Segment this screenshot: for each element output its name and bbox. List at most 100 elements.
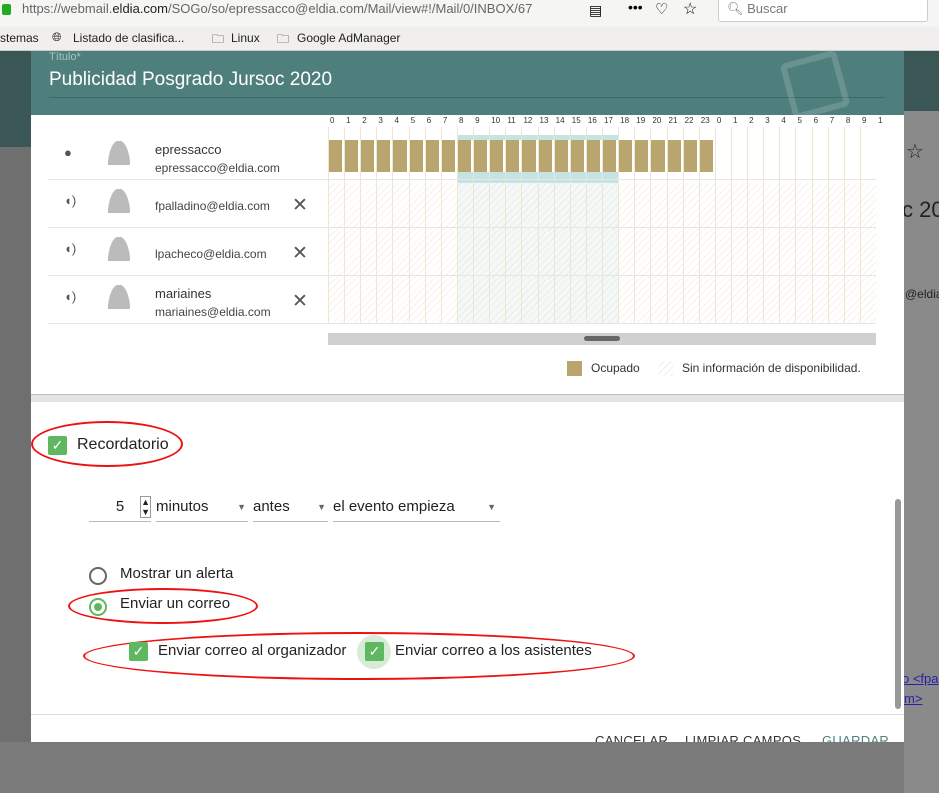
hour-column xyxy=(666,127,668,323)
calendar-watermark-icon xyxy=(779,51,851,121)
hour-label: 1 xyxy=(878,116,883,125)
hour-column xyxy=(763,127,765,323)
quantity-stepper[interactable]: 5 ▲ ▼ xyxy=(89,496,151,522)
send-mail-label: Enviar un correo xyxy=(120,595,231,612)
reference-select[interactable]: el evento empieza ▼ xyxy=(333,496,500,522)
send-mail-radio[interactable] xyxy=(89,598,107,616)
busy-block xyxy=(328,140,345,172)
unknown-availability xyxy=(328,279,876,323)
title-input[interactable]: Publicidad Posgrado Jursoc 2020 xyxy=(49,69,885,98)
remove-attendee-icon[interactable]: ✕ xyxy=(292,291,308,312)
bookmark[interactable]: Listado de clasifica... xyxy=(73,31,185,45)
remove-attendee-icon[interactable]: ✕ xyxy=(292,195,308,216)
hour-column xyxy=(521,127,523,323)
bookmarks-bar: stemas 🌐︎ Listado de clasifica... 🗀 Linu… xyxy=(0,27,939,51)
hour-label: 20 xyxy=(652,116,662,125)
dialog-scrollbar[interactable] xyxy=(895,499,901,709)
reset-button[interactable]: LIMPIAR CAMPOS xyxy=(685,733,802,742)
attendee-role-icon: ◖) xyxy=(64,193,77,208)
hour-label: 10 xyxy=(491,116,501,125)
show-alert-radio[interactable] xyxy=(89,567,107,585)
annotation-ellipse xyxy=(83,632,635,680)
grid-scrollbar[interactable] xyxy=(328,333,876,345)
hour-label: 12 xyxy=(523,116,533,125)
avatar-icon xyxy=(108,237,130,261)
busy-block xyxy=(408,140,425,172)
busy-block xyxy=(360,140,377,172)
hour-column xyxy=(408,127,410,323)
hour-label: 19 xyxy=(636,116,646,125)
quantity-value: 5 xyxy=(115,498,125,515)
event-dialog: Título* Publicidad Posgrado Jursoc 2020 … xyxy=(31,51,904,742)
busy-block xyxy=(473,140,490,172)
hour-label: 11 xyxy=(507,116,516,125)
busy-block xyxy=(392,140,409,172)
background-link: o <fpa xyxy=(902,671,939,686)
search-input[interactable]: 🔍︎ Buscar xyxy=(718,0,928,22)
relation-select[interactable]: antes ▼ xyxy=(253,496,328,522)
unit-value: minutos xyxy=(156,498,209,515)
busy-block xyxy=(650,140,667,172)
mail-organizer-label: Enviar correo al organizador xyxy=(158,642,347,659)
mail-attendees-checkbox[interactable]: ✓ xyxy=(365,642,384,661)
mail-attendees-label: Enviar correo a los asistentes xyxy=(395,642,592,659)
url-domain: eldia.com xyxy=(112,1,168,16)
title-label: Título* xyxy=(49,51,81,63)
pocket-icon[interactable]: ♡ xyxy=(655,1,669,18)
hour-label: 0 xyxy=(330,116,335,125)
row-divider xyxy=(48,323,876,324)
hour-label: 1 xyxy=(733,116,738,125)
show-alert-label: Mostrar un alerta xyxy=(120,565,234,582)
annotation-ellipse xyxy=(68,588,258,624)
attendee-role-icon: ◖) xyxy=(64,241,77,256)
lock-icon xyxy=(2,4,11,15)
busy-block xyxy=(698,140,715,172)
hour-label: 4 xyxy=(394,116,399,125)
row-divider xyxy=(48,275,876,276)
background-email: @eldia xyxy=(905,287,939,301)
busy-block xyxy=(424,140,441,172)
busy-block xyxy=(602,140,619,172)
folder-icon: 🗀 xyxy=(212,32,225,46)
busy-block xyxy=(618,140,635,172)
legend-busy-swatch xyxy=(567,361,582,376)
hour-column xyxy=(859,127,861,323)
bookmark-folder[interactable]: Google AdManager xyxy=(297,31,401,45)
busy-block xyxy=(569,140,586,172)
hour-column xyxy=(585,127,587,323)
attendee-email: fpalladino@eldia.com xyxy=(155,199,270,213)
bookmark[interactable]: stemas xyxy=(0,31,39,45)
bookmark-folder[interactable]: Linux xyxy=(231,31,260,45)
hour-column xyxy=(795,127,797,323)
hour-column xyxy=(602,127,604,323)
hour-column xyxy=(344,127,346,323)
save-button[interactable]: GUARDAR xyxy=(822,733,890,742)
hour-column xyxy=(569,127,571,323)
hour-column xyxy=(731,127,732,323)
browser-toolbar: https://webmail.eldia.com/SOGo/so/epress… xyxy=(0,0,939,27)
busy-block xyxy=(456,140,474,172)
unit-select[interactable]: minutos ▼ xyxy=(156,496,248,522)
hour-label: 2 xyxy=(749,116,754,125)
hour-column xyxy=(650,127,652,323)
hour-column xyxy=(618,127,620,323)
reminder-checkbox[interactable]: ✓ xyxy=(48,436,67,455)
mail-organizer-checkbox[interactable]: ✓ xyxy=(129,642,148,661)
hour-label: 0 xyxy=(716,116,722,125)
star-icon[interactable]: ☆ xyxy=(683,1,698,18)
cancel-button[interactable]: CANCELAR xyxy=(595,733,669,742)
hour-column xyxy=(843,127,845,323)
reader-view-icon[interactable]: ▤ xyxy=(589,2,603,18)
hour-label: 5 xyxy=(410,116,416,125)
hour-column xyxy=(698,127,700,323)
hour-label: 23 xyxy=(700,116,710,125)
more-icon[interactable]: ••• xyxy=(628,0,643,15)
row-divider xyxy=(48,227,876,228)
hour-label: 8 xyxy=(458,116,464,125)
hour-label: 3 xyxy=(378,116,383,125)
url-field[interactable]: https://webmail.eldia.com/SOGo/so/epress… xyxy=(22,1,567,16)
background-title: c 20 xyxy=(902,197,939,222)
remove-attendee-icon[interactable]: ✕ xyxy=(292,243,308,264)
organizer-icon: ● xyxy=(64,145,72,160)
hour-column xyxy=(811,127,813,323)
